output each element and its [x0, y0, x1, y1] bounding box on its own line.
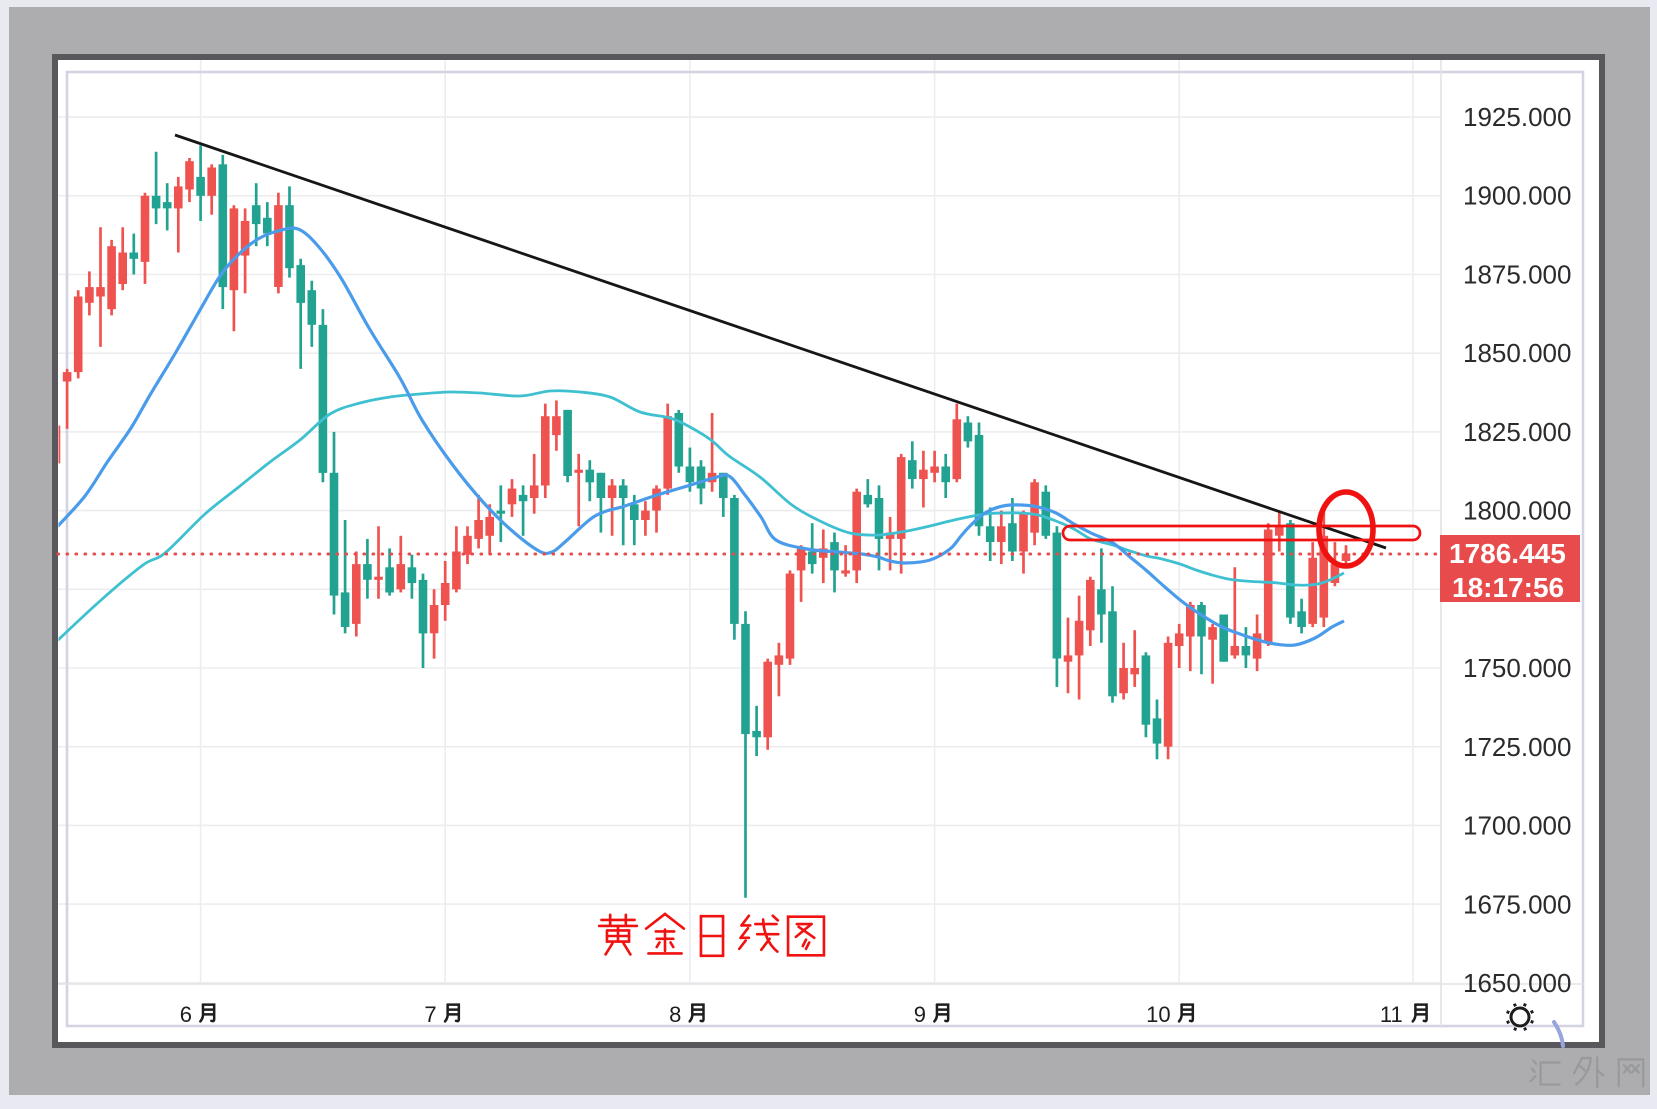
- svg-text:18:17:56: 18:17:56: [1452, 572, 1564, 603]
- svg-text:1850.000: 1850.000: [1463, 338, 1571, 368]
- svg-text:1725.000: 1725.000: [1463, 732, 1571, 762]
- svg-text:1825.000: 1825.000: [1463, 417, 1571, 447]
- svg-text:1875.000: 1875.000: [1463, 259, 1571, 289]
- svg-text:8: 8: [669, 1002, 681, 1027]
- svg-text:1700.000: 1700.000: [1463, 811, 1571, 841]
- svg-text:10: 10: [1146, 1002, 1170, 1027]
- svg-text:7: 7: [424, 1002, 436, 1027]
- svg-text:6: 6: [180, 1002, 192, 1027]
- svg-text:1750.000: 1750.000: [1463, 653, 1571, 683]
- svg-text:1800.000: 1800.000: [1463, 496, 1571, 526]
- svg-text:1786.445: 1786.445: [1449, 538, 1566, 569]
- svg-text:9: 9: [914, 1002, 926, 1027]
- svg-text:1650.000: 1650.000: [1463, 968, 1571, 998]
- svg-text:1925.000: 1925.000: [1463, 102, 1571, 132]
- svg-text:1675.000: 1675.000: [1463, 889, 1571, 919]
- svg-text:1900.000: 1900.000: [1463, 181, 1571, 211]
- svg-text:11: 11: [1380, 1002, 1403, 1027]
